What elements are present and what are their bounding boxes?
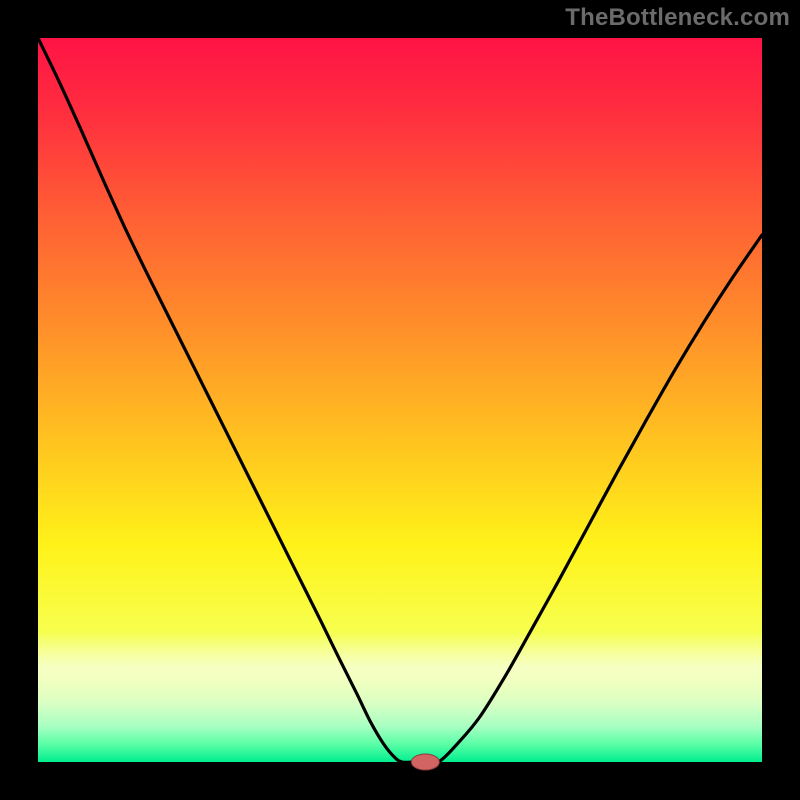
- watermark-text: TheBottleneck.com: [565, 4, 790, 32]
- chart-container: TheBottleneck.com: [0, 0, 800, 800]
- bottleneck-chart: [0, 0, 800, 800]
